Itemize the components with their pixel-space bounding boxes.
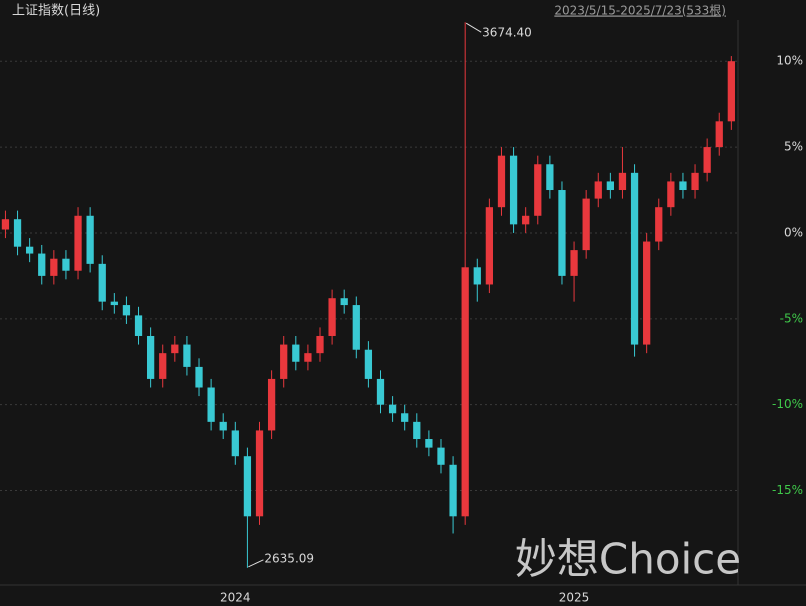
candle-body — [38, 253, 46, 276]
annotation: 2635.09 — [264, 551, 314, 565]
x-tick-label: 2025 — [559, 591, 590, 605]
candle-body — [304, 353, 312, 362]
candle-body — [98, 263, 106, 302]
candle-body — [207, 387, 215, 422]
x-tick-label: 2024 — [220, 591, 251, 605]
candle-body — [364, 349, 373, 379]
candle-body — [26, 246, 34, 254]
annotation: 3674.40 — [482, 26, 532, 40]
candle-body — [171, 344, 179, 354]
candle-body — [110, 301, 118, 306]
candle-body — [195, 366, 203, 388]
candle-body — [703, 147, 711, 173]
candle-body — [558, 190, 566, 276]
candle-body — [643, 241, 651, 345]
candle-body — [219, 421, 227, 431]
candle-body — [715, 121, 723, 148]
candle-body — [691, 172, 699, 191]
annotation-arrow — [248, 559, 264, 568]
candle-body — [122, 305, 131, 316]
candle-body — [1, 219, 10, 230]
candle-body — [340, 298, 348, 306]
candle-body — [146, 335, 155, 379]
y-tick-label: 5% — [784, 140, 803, 154]
candle-body — [473, 267, 481, 285]
y-tick-label: -10% — [772, 397, 803, 411]
candle-body — [86, 215, 94, 264]
candle-body — [159, 353, 167, 379]
candle-body — [376, 378, 385, 405]
candle-body — [485, 207, 494, 285]
watermark: 妙想Choice — [515, 535, 741, 584]
candle-body — [497, 155, 506, 208]
candle-body — [183, 344, 191, 367]
candle-body — [630, 172, 639, 345]
candle-body — [461, 267, 469, 517]
candle-body — [401, 413, 409, 422]
candle-body — [594, 181, 602, 199]
candle-body — [582, 198, 590, 251]
candle-body — [316, 335, 324, 354]
candle-body — [280, 344, 288, 379]
candle-body — [522, 215, 530, 225]
candle-body — [509, 155, 518, 225]
candle-body — [231, 430, 239, 457]
candle-body — [606, 181, 614, 191]
candle-body — [328, 298, 336, 336]
candle-body — [727, 61, 735, 122]
candle-body — [437, 447, 445, 465]
candle-body — [534, 164, 542, 216]
candle-body — [134, 315, 143, 336]
candle-body — [243, 456, 252, 517]
candle-body — [388, 404, 397, 414]
candle-body — [618, 172, 627, 191]
candle-body — [546, 164, 554, 191]
candle-body — [13, 219, 22, 247]
candle-body — [50, 258, 58, 276]
candle-body — [679, 181, 687, 191]
candle-body — [570, 250, 578, 276]
candle-body — [413, 421, 421, 440]
candle-body — [449, 464, 457, 517]
candle-body — [255, 430, 264, 517]
candle-body — [655, 207, 663, 242]
candle-body — [62, 258, 70, 271]
candle-body — [425, 439, 433, 448]
date-range[interactable]: 2023/5/15-2025/7/23(533根) — [554, 4, 726, 18]
y-tick-label: -5% — [780, 311, 803, 325]
y-tick-label: -15% — [772, 483, 803, 497]
y-tick-label: 10% — [776, 54, 803, 68]
candle-body — [352, 305, 360, 350]
annotation-arrow — [465, 22, 482, 33]
chart-title: 上证指数(日线) — [12, 4, 100, 19]
candle-body — [74, 215, 82, 271]
candle-body — [292, 344, 300, 362]
y-tick-label: 0% — [784, 225, 803, 239]
candle-body — [667, 181, 675, 208]
candle-body — [267, 378, 276, 431]
